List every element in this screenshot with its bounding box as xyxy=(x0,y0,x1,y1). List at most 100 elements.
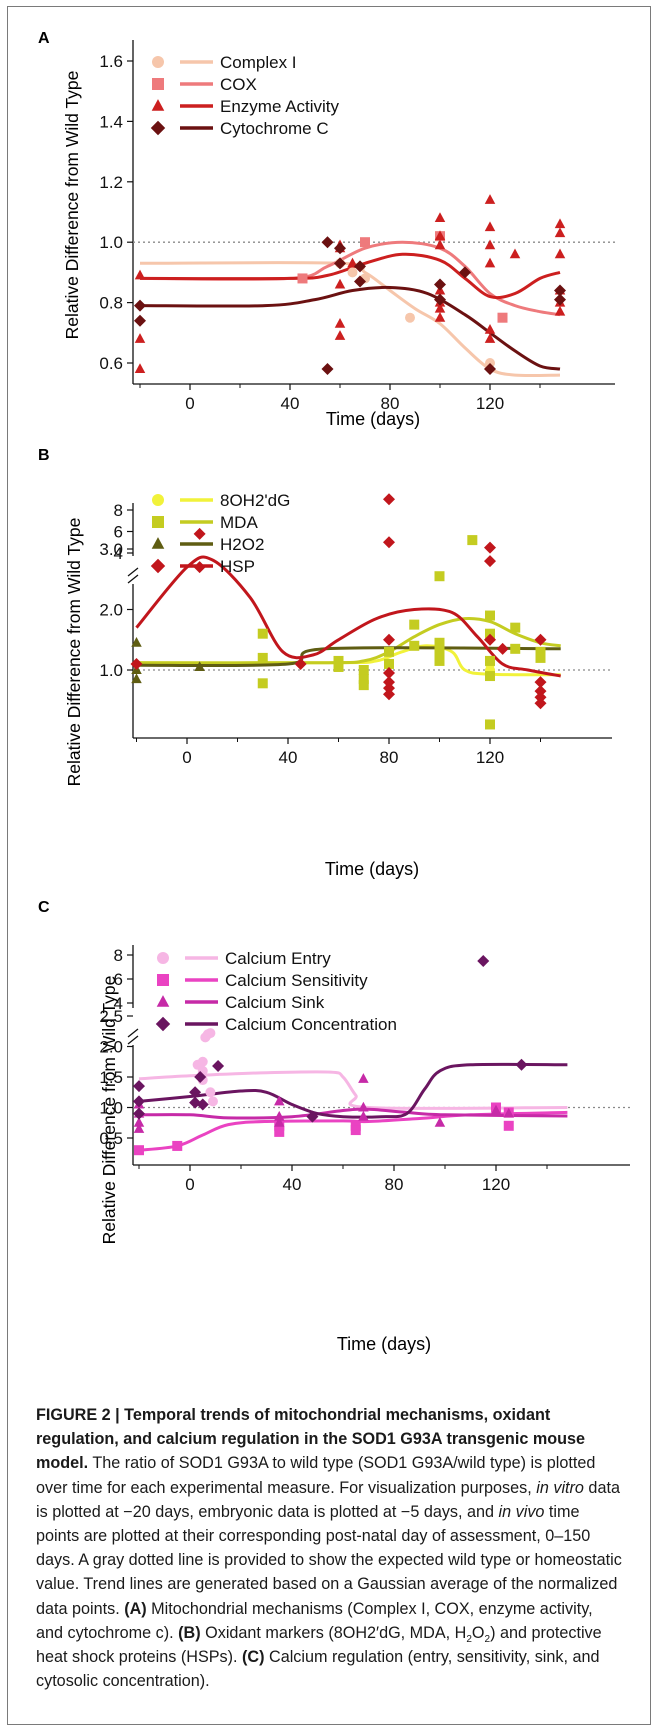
panel-a-ylabel: Relative Difference from Wild Type xyxy=(62,71,82,340)
panel-a-point-cytochrome-c xyxy=(134,314,146,327)
panel-b-point-hsp xyxy=(383,682,395,695)
panel-c-ylabel: Relative Difference from Wild Type xyxy=(99,976,119,1245)
panel-a-x-tick-label: 80 xyxy=(381,394,400,413)
panel-a-x-tick-label: 40 xyxy=(281,394,300,413)
panel-c-y-tick-label: 2.5 xyxy=(99,1007,123,1026)
panel-a-point-cytochrome-c xyxy=(554,284,566,297)
panel-a-point-enzyme-activity xyxy=(334,278,346,289)
panel-b-point-mda xyxy=(434,637,445,648)
panel-b-x-tick-label: 120 xyxy=(476,748,504,767)
panel-a-y-tick-label: 1.4 xyxy=(99,112,123,131)
panel-c-legend-label-calcium-concentration: Calcium Concentration xyxy=(225,1015,397,1034)
caption-a-text: Mitochondrial mechanisms (Complex I, COX… xyxy=(36,1599,593,1642)
panel-b-trend-mda xyxy=(136,616,561,665)
panel-a-y-tick-label: 1.2 xyxy=(99,173,123,192)
panel-b-point-hsp xyxy=(534,685,547,698)
panel-a-y-tick-label: 0.6 xyxy=(99,354,123,373)
panel-b-point-hsp xyxy=(294,657,307,670)
panel-c-y-tick-label: 2.0 xyxy=(99,1038,123,1057)
panel-b-point-hsp xyxy=(496,642,509,655)
caption-a-label: (A) xyxy=(124,1599,147,1618)
panel-a-legend-marker-complex-i xyxy=(152,56,164,68)
panel-a-legend-label-complex-i: Complex I xyxy=(220,53,297,72)
panel-b-point-hsp xyxy=(193,527,206,540)
panel-c-y-tick-label-upper: 8 xyxy=(114,946,123,965)
caption-body-1: The ratio of SOD1 G93A to wild type (SOD… xyxy=(36,1454,596,1497)
panel-a-legend-label-cytochrome-c: Cytochrome C xyxy=(220,119,329,138)
panel-b-legend-marker-mda xyxy=(152,516,164,528)
panel-b-legend-label-h2o2: H2O2 xyxy=(220,535,264,554)
panel-a-point-cox xyxy=(297,273,308,284)
panel-a-legend-marker-cox xyxy=(152,78,164,90)
panel-b-point-mda xyxy=(434,649,445,660)
figure-frame xyxy=(7,6,651,1725)
panel-c-point-calcium-concentration xyxy=(196,1098,209,1111)
panel-c-point-calcium-sink xyxy=(274,1117,285,1127)
panel-c-point-calcium-sink xyxy=(503,1107,514,1118)
panel-b-point-mda xyxy=(358,665,369,675)
panel-a-point-cytochrome-c xyxy=(321,236,334,249)
panel-b-y-tick-label-upper: 6 xyxy=(114,523,123,542)
panel-letter-c: C xyxy=(38,899,50,916)
panel-c-y-tick-label-upper: 4 xyxy=(114,994,123,1013)
panel-c-trend-calcium-entry xyxy=(138,1070,568,1110)
panel-a-point-enzyme-activity xyxy=(484,239,496,250)
panel-b-point-mda xyxy=(409,619,420,630)
panel-c-point-calcium-concentration xyxy=(212,1060,225,1073)
panel-c-trend-calcium-concentration xyxy=(138,1062,568,1119)
panel-b-point-mda xyxy=(358,680,369,691)
panel-a-x-tick-label: 0 xyxy=(185,394,194,413)
panel-b-point-mda xyxy=(535,652,546,663)
panel-a-point-cox xyxy=(360,237,370,248)
panel-c-point-calcium-sensitivity xyxy=(134,1145,144,1156)
panel-a-legend-marker-cytochrome-c xyxy=(150,120,166,136)
panel-b-x-tick-label: 80 xyxy=(380,748,399,767)
panel-b-point-hsp xyxy=(130,657,143,670)
panel-a-point-enzyme-activity xyxy=(554,248,566,259)
panel-a-point-complex-i xyxy=(485,358,495,368)
panel-b-point-mda xyxy=(467,535,478,546)
panel-a-point-cox xyxy=(497,312,508,323)
caption-in-vivo: in vivo xyxy=(498,1502,545,1521)
panel-a-point-enzyme-activity xyxy=(484,324,496,334)
panel-b-point-hsp xyxy=(383,688,395,701)
caption-b-label: (B) xyxy=(178,1623,201,1642)
panel-b-trend-h2o2 xyxy=(136,646,561,668)
panel-b-legend-marker-hsp xyxy=(150,558,166,574)
panel-a-point-cytochrome-c xyxy=(434,293,446,306)
panel-c-point-calcium-sink xyxy=(274,1110,285,1121)
panel-b-y-tick-label-upper: 4 xyxy=(114,544,123,563)
panel-b-point-hsp xyxy=(484,541,496,554)
panel-a-point-enzyme-activity xyxy=(134,363,146,374)
panel-c-y-tick-label: 1.5 xyxy=(99,1068,123,1087)
panel-b-point-mda xyxy=(485,655,495,666)
panel-c-point-calcium-concentration xyxy=(515,1058,528,1071)
panel-a-legend-label-cox: COX xyxy=(220,75,257,94)
panel-a-point-cytochrome-c xyxy=(484,363,496,376)
panel-a-point-cytochrome-c xyxy=(321,363,334,376)
panel-b-y-tick-label: 1.0 xyxy=(99,661,123,680)
panel-c-legend-label-calcium-entry: Calcium Entry xyxy=(225,949,331,968)
panel-a-y-tick-label: 0.8 xyxy=(99,294,123,313)
caption-title: FIGURE 2 | Temporal trends of mitochondr… xyxy=(36,1406,585,1473)
panel-a-legend-label-enzyme-activity: Enzyme Activity xyxy=(220,97,340,116)
panel-a-point-cytochrome-c xyxy=(134,299,146,312)
panel-b-point-mda xyxy=(257,678,268,689)
panel-b-ylabel: Relative Difference from Wild Type xyxy=(64,518,84,787)
panel-b-trend-hsp xyxy=(135,555,561,678)
panel-b-point-mda xyxy=(333,661,344,672)
panel-a-point-enzyme-activity xyxy=(347,257,358,268)
panel-a-point-cytochrome-c xyxy=(354,260,366,273)
panel-a-legend-marker-enzyme-activity xyxy=(151,99,165,111)
caption-b-text-3: ) and protective heat shock proteins (HS… xyxy=(36,1623,602,1667)
panel-a-point-enzyme-activity xyxy=(484,221,496,232)
panel-b-point-mda xyxy=(485,628,495,639)
panel-b-axis-break xyxy=(127,567,139,584)
panel-b-point-mda xyxy=(434,571,445,582)
panel-b-point-mda xyxy=(485,719,495,730)
panel-a-point-cytochrome-c xyxy=(554,293,566,306)
panel-c-y-tick-label: 0.5 xyxy=(99,1129,123,1148)
panel-a-point-cytochrome-c xyxy=(434,278,446,291)
panel-b-y-tick-label: 3.0 xyxy=(99,540,123,559)
